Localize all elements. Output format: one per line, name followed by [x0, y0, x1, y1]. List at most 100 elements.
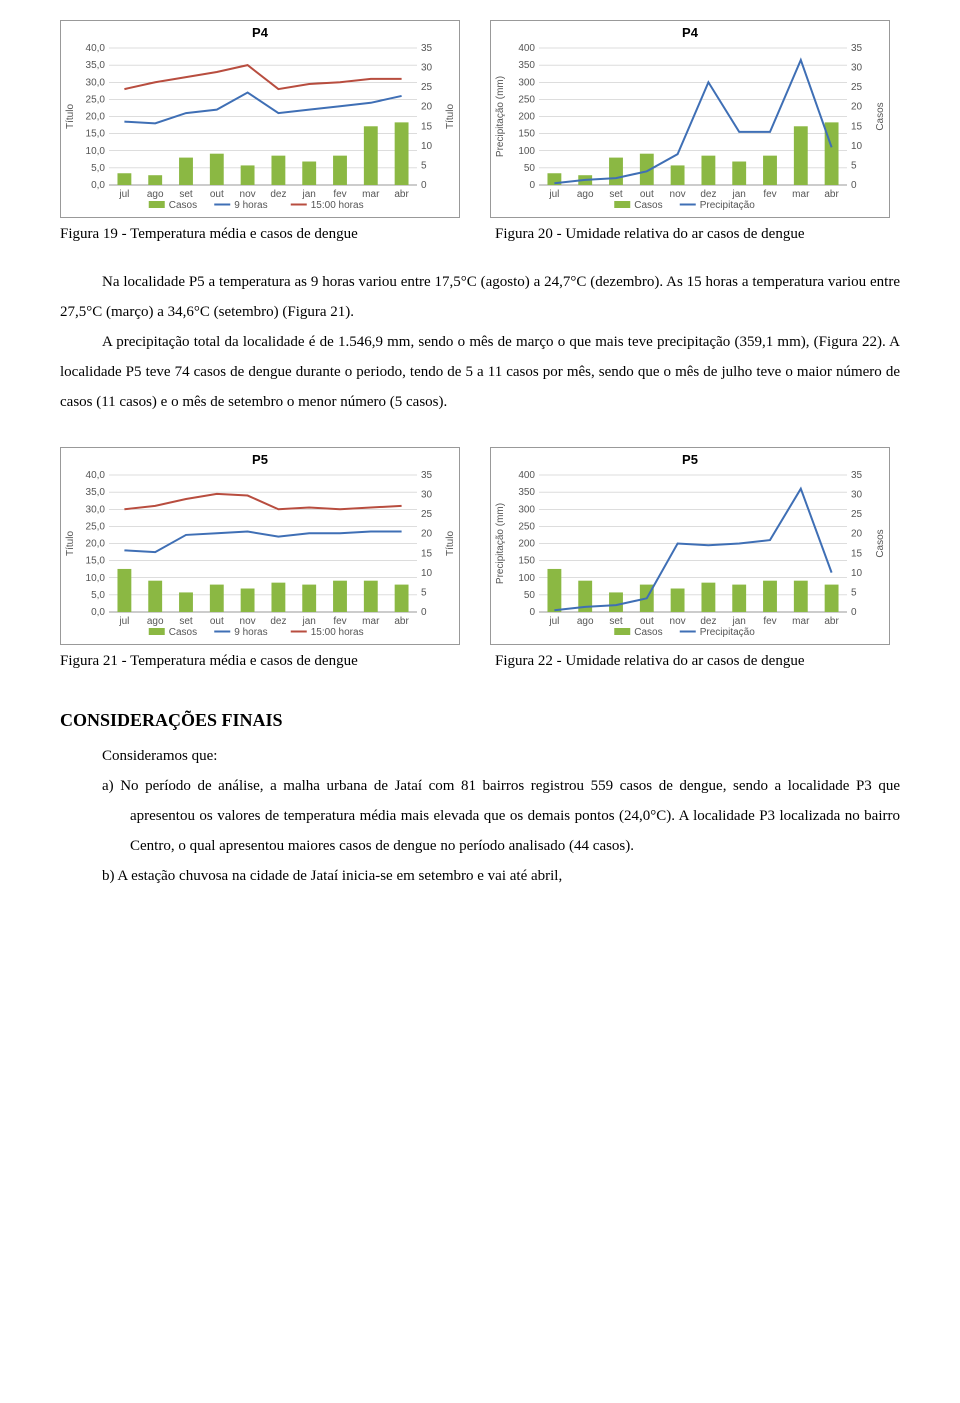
svg-text:out: out [640, 616, 654, 627]
svg-text:fev: fev [333, 189, 346, 200]
svg-text:abr: abr [824, 189, 839, 200]
svg-text:mar: mar [792, 616, 810, 627]
svg-text:dez: dez [700, 189, 716, 200]
chart-row-2: P50,05,010,015,020,025,030,035,040,00510… [60, 447, 900, 645]
svg-text:abr: abr [394, 189, 409, 200]
svg-text:150: 150 [518, 129, 535, 140]
svg-text:0: 0 [421, 607, 427, 618]
svg-text:9 horas: 9 horas [234, 200, 267, 211]
svg-text:50: 50 [524, 590, 536, 601]
svg-text:10,0: 10,0 [86, 146, 106, 157]
svg-text:dez: dez [270, 616, 286, 627]
svg-text:Título: Título [445, 531, 456, 556]
chart-p5-temp: P50,05,010,015,020,025,030,035,040,00510… [60, 447, 460, 645]
svg-text:Casos: Casos [634, 200, 662, 211]
svg-text:5,0: 5,0 [91, 163, 105, 174]
caption-fig21: Figura 21 - Temperatura média e casos de… [60, 653, 465, 670]
svg-text:ago: ago [577, 189, 594, 200]
svg-text:set: set [179, 189, 193, 200]
intro-line: Consideramos que: [60, 741, 900, 771]
svg-text:fev: fev [763, 189, 776, 200]
svg-text:Precipitação: Precipitação [700, 200, 755, 211]
svg-text:5: 5 [851, 160, 857, 171]
svg-text:350: 350 [518, 60, 535, 71]
svg-text:40,0: 40,0 [86, 470, 106, 481]
svg-text:20: 20 [851, 529, 863, 540]
svg-text:Título: Título [65, 531, 76, 556]
svg-text:250: 250 [518, 521, 535, 532]
caption-fig19: Figura 19 - Temperatura média e casos de… [60, 226, 465, 243]
svg-text:35,0: 35,0 [86, 487, 106, 498]
svg-text:jan: jan [302, 189, 316, 200]
chart-row-1: P40,05,010,015,020,025,030,035,040,00510… [60, 20, 900, 218]
svg-text:Casos: Casos [875, 529, 886, 557]
svg-text:0,0: 0,0 [91, 180, 105, 191]
svg-text:20,0: 20,0 [86, 539, 106, 550]
svg-text:0: 0 [851, 607, 857, 618]
svg-text:300: 300 [518, 77, 535, 88]
svg-text:10: 10 [421, 568, 433, 579]
svg-text:30: 30 [851, 490, 863, 501]
svg-text:40,0: 40,0 [86, 43, 106, 54]
svg-text:30: 30 [421, 490, 433, 501]
svg-text:nov: nov [240, 189, 256, 200]
paragraph-1: Na localidade P5 a temperatura as 9 hora… [60, 267, 900, 327]
svg-text:0: 0 [851, 180, 857, 191]
svg-text:30: 30 [421, 63, 433, 74]
svg-text:25: 25 [851, 509, 863, 520]
svg-text:30,0: 30,0 [86, 77, 106, 88]
svg-text:30: 30 [851, 63, 863, 74]
svg-text:200: 200 [518, 112, 535, 123]
svg-text:5: 5 [851, 587, 857, 598]
svg-text:15:00 horas: 15:00 horas [311, 627, 364, 638]
svg-text:25: 25 [421, 82, 433, 93]
svg-text:nov: nov [670, 616, 686, 627]
svg-text:0: 0 [529, 180, 535, 191]
svg-text:150: 150 [518, 556, 535, 567]
svg-text:0: 0 [421, 180, 427, 191]
svg-text:set: set [179, 616, 193, 627]
svg-text:set: set [609, 616, 623, 627]
section-heading: CONSIDERAÇÕES FINAIS [60, 710, 900, 731]
svg-text:jan: jan [732, 616, 746, 627]
svg-text:15: 15 [421, 121, 433, 132]
svg-text:15:00 horas: 15:00 horas [311, 200, 364, 211]
svg-text:25,0: 25,0 [86, 521, 106, 532]
svg-text:fev: fev [333, 616, 346, 627]
svg-text:35: 35 [851, 43, 863, 54]
chart-p4-precip: P405010015020025030035040005101520253035… [490, 20, 890, 218]
caption-row-1: Figura 19 - Temperatura média e casos de… [60, 226, 900, 243]
svg-text:nov: nov [670, 189, 686, 200]
svg-text:0,0: 0,0 [91, 607, 105, 618]
chart-p4-temp: P40,05,010,015,020,025,030,035,040,00510… [60, 20, 460, 218]
list-item-a: a) No período de análise, a malha urbana… [130, 771, 900, 861]
svg-text:set: set [609, 189, 623, 200]
svg-text:15: 15 [851, 548, 863, 559]
svg-text:ago: ago [147, 616, 164, 627]
svg-text:400: 400 [518, 43, 535, 54]
svg-text:400: 400 [518, 470, 535, 481]
svg-text:abr: abr [394, 616, 409, 627]
svg-text:Precipitação (mm): Precipitação (mm) [495, 76, 506, 157]
svg-text:mar: mar [362, 189, 380, 200]
svg-text:out: out [210, 189, 224, 200]
svg-text:Título: Título [65, 104, 76, 129]
svg-text:ago: ago [147, 189, 164, 200]
svg-text:50: 50 [524, 163, 536, 174]
svg-text:0: 0 [529, 607, 535, 618]
svg-text:jan: jan [302, 616, 316, 627]
svg-text:35,0: 35,0 [86, 60, 106, 71]
svg-text:Casos: Casos [875, 102, 886, 130]
svg-text:Casos: Casos [634, 627, 662, 638]
paragraph-2: A precipitação total da localidade é de … [60, 327, 900, 417]
svg-text:Precipitação (mm): Precipitação (mm) [495, 503, 506, 584]
svg-text:jul: jul [548, 189, 559, 200]
svg-text:10: 10 [851, 141, 863, 152]
svg-text:jul: jul [118, 616, 129, 627]
caption-row-2: Figura 21 - Temperatura média e casos de… [60, 653, 900, 670]
svg-text:15: 15 [851, 121, 863, 132]
chart-p5-precip: P505010015020025030035040005101520253035… [490, 447, 890, 645]
svg-text:350: 350 [518, 487, 535, 498]
svg-text:mar: mar [792, 189, 810, 200]
svg-text:20,0: 20,0 [86, 112, 106, 123]
